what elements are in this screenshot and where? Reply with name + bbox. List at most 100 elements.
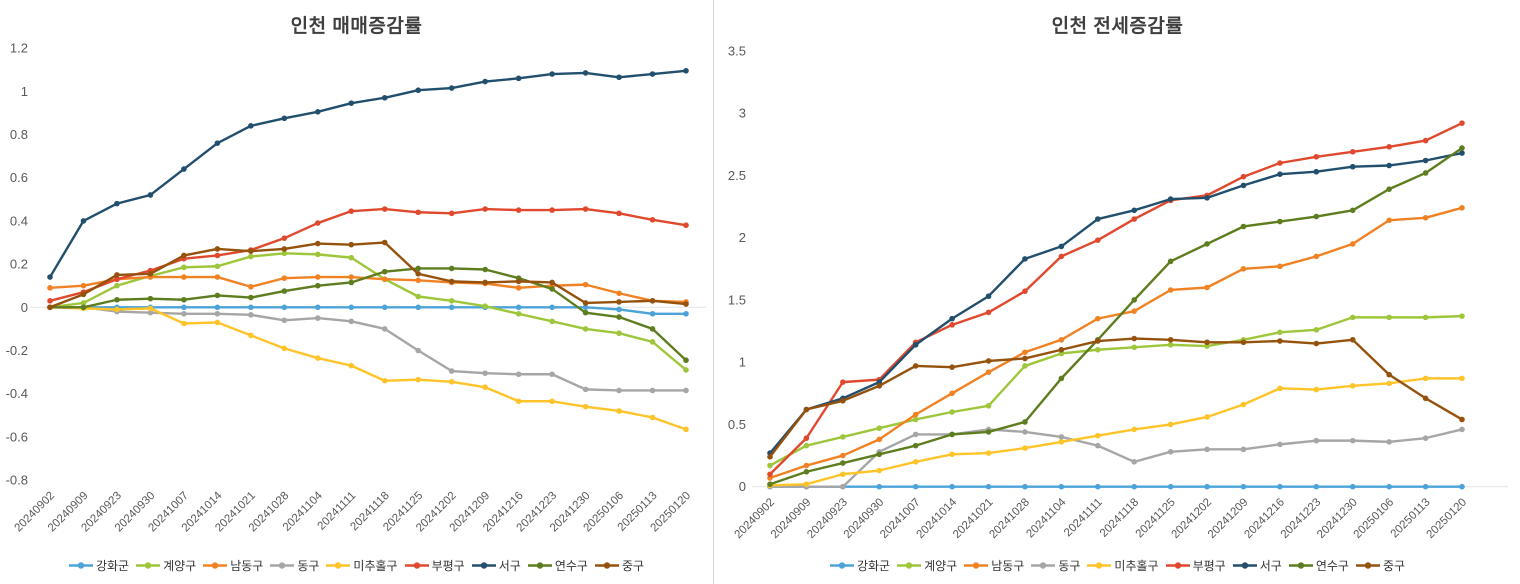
series-부평구 <box>767 120 1465 478</box>
y-axis-tick-label: 0 <box>739 479 746 494</box>
series-중구 <box>47 239 689 311</box>
x-axis-tick-label: 20241028 <box>987 496 1032 541</box>
sale-change-line-chart: 1.210.80.60.40.20-0.2-0.4-0.6-0.82024090… <box>6 41 706 534</box>
y-axis-tick-label: 1 <box>739 355 746 370</box>
legend-marker-icon <box>270 562 295 569</box>
y-axis-tick-label: 1 <box>21 84 28 99</box>
legend-item-서구: 서구 <box>1232 557 1282 574</box>
series-강화군 <box>767 483 1465 490</box>
legend-item-중구: 중구 <box>1355 557 1406 574</box>
legend-label: 계양구 <box>163 559 197 573</box>
legend-marker-icon <box>897 562 922 569</box>
y-axis-tick-label: 0.5 <box>728 417 746 432</box>
legend-item-부평구: 부평구 <box>1165 557 1226 574</box>
legend-marker-icon <box>964 562 989 569</box>
legend-marker-icon <box>1165 562 1190 569</box>
legend-label: 강화군 <box>95 559 130 573</box>
series-서구 <box>767 150 1465 456</box>
sale-change-chart-panel: 인천 매매증감률 1.2 1 0.8 0.6 0.4 0.2 0 -0.2 -0.4 -0.6 -0… <box>0 0 713 584</box>
legend-label: 서구 <box>498 559 521 573</box>
legend-label: 동구 <box>297 559 320 573</box>
series-연수구 <box>767 145 1465 488</box>
legend-label: 미추홀구 <box>353 559 398 573</box>
legend-marker-icon <box>829 562 854 569</box>
series-미추홀구 <box>767 375 1465 489</box>
y-axis-tick-label: 2.5 <box>728 168 746 183</box>
sale-chart-legend: 강화군 계양구 남동구 동구 미추홀구 부평구 서구 연수구 중구 <box>0 557 713 574</box>
legend-label: 남동구 <box>230 559 264 573</box>
legend-item-강화군: 강화군 <box>829 557 891 574</box>
legend-label: 강화군 <box>856 559 891 573</box>
series-남동구 <box>767 205 1465 481</box>
legend-item-남동구: 남동구 <box>964 557 1024 574</box>
x-axis-tick-label: 20241104 <box>1024 496 1068 540</box>
legend-marker-icon <box>1355 562 1380 569</box>
legend-item-연수구: 연수구 <box>527 557 588 574</box>
y-axis-tick-label: 0.6 <box>10 170 28 185</box>
series-중구 <box>767 335 1465 460</box>
y-axis-tick-label: -0.4 <box>6 386 28 401</box>
legend-item-계양구: 계양구 <box>897 557 957 574</box>
legend-marker-icon <box>404 562 429 569</box>
series-계양구 <box>767 313 1465 469</box>
legend-label: 남동구 <box>991 559 1025 573</box>
legend-label: 부평구 <box>1192 559 1226 573</box>
legend-label: 연수구 <box>554 559 588 573</box>
legend-label: 중구 <box>1382 559 1406 573</box>
legend-item-중구: 중구 <box>594 557 645 574</box>
legend-item-미추홀구: 미추홀구 <box>326 557 398 574</box>
legend-label: 계양구 <box>924 559 958 573</box>
jeonse-chart-legend: 강화군 계양구 남동구 동구 미추홀구 부평구 서구 연수구 중구 <box>714 557 1520 574</box>
legend-label: 미추홀구 <box>1114 559 1159 573</box>
y-axis-tick-label: -0.6 <box>6 429 28 444</box>
legend-item-부평구: 부평구 <box>404 557 465 574</box>
legend-marker-icon <box>471 562 496 569</box>
legend-item-연수구: 연수구 <box>1288 557 1349 574</box>
legend-marker-icon <box>1087 562 1112 569</box>
legend-item-동구: 동구 <box>1031 557 1080 574</box>
y-axis-tick-label: 3.5 <box>728 43 746 58</box>
jeonse-chart-title: 인천 전세증감률 <box>1051 16 1184 37</box>
legend-item-서구: 서구 <box>471 557 521 574</box>
y-axis-tick-label: 0.4 <box>10 213 28 228</box>
series-서구 <box>47 67 689 280</box>
jeonse-change-line-chart: 3.532.521.510.50202409022024090920240923… <box>728 43 1508 541</box>
jeonse-change-chart-panel: 인천 전세증감률 3.5 3 2.5 2 1.5 1 0.5 0 20240902 2024090… <box>713 0 1520 584</box>
y-axis-tick-label: 0.2 <box>10 257 28 272</box>
legend-item-미추홀구: 미추홀구 <box>1087 557 1159 574</box>
legend-label: 중구 <box>621 559 645 573</box>
x-axis-tick-label: 20250106 <box>1352 496 1397 541</box>
legend-marker-icon <box>1031 562 1056 569</box>
legend-item-남동구: 남동구 <box>203 557 263 574</box>
y-axis-tick-label: -0.8 <box>6 473 28 488</box>
series-연수구 <box>47 265 689 364</box>
legend-marker-icon <box>1288 562 1313 569</box>
y-axis-tick-label: -0.2 <box>6 343 28 358</box>
y-axis-tick-label: 0.8 <box>10 127 28 142</box>
legend-item-계양구: 계양구 <box>136 557 196 574</box>
legend-marker-icon <box>1232 562 1257 569</box>
series-계양구 <box>47 250 689 373</box>
legend-marker-icon <box>594 562 619 569</box>
y-axis-tick-label: 1.5 <box>728 292 746 307</box>
y-axis-tick-label: 3 <box>739 106 746 121</box>
legend-marker-icon <box>203 562 228 569</box>
legend-marker-icon <box>68 562 93 569</box>
legend-item-동구: 동구 <box>270 557 319 574</box>
series-동구 <box>767 426 1465 490</box>
legend-marker-icon <box>326 562 351 569</box>
legend-marker-icon <box>136 562 161 569</box>
y-axis-tick-label: 2 <box>739 230 746 245</box>
legend-label: 부평구 <box>431 559 465 573</box>
series-미추홀구 <box>47 304 689 433</box>
legend-label: 서구 <box>1259 559 1282 573</box>
y-axis-tick-label: 1.2 <box>10 41 28 56</box>
series-부평구 <box>47 206 689 304</box>
y-axis-tick-label: 0 <box>21 300 28 315</box>
x-axis-tick-label: 20250120 <box>1424 496 1469 541</box>
sale-chart-title: 인천 매매증감률 <box>290 16 423 37</box>
legend-item-강화군: 강화군 <box>68 557 130 574</box>
legend-marker-icon <box>527 562 552 569</box>
legend-label: 동구 <box>1058 559 1081 573</box>
